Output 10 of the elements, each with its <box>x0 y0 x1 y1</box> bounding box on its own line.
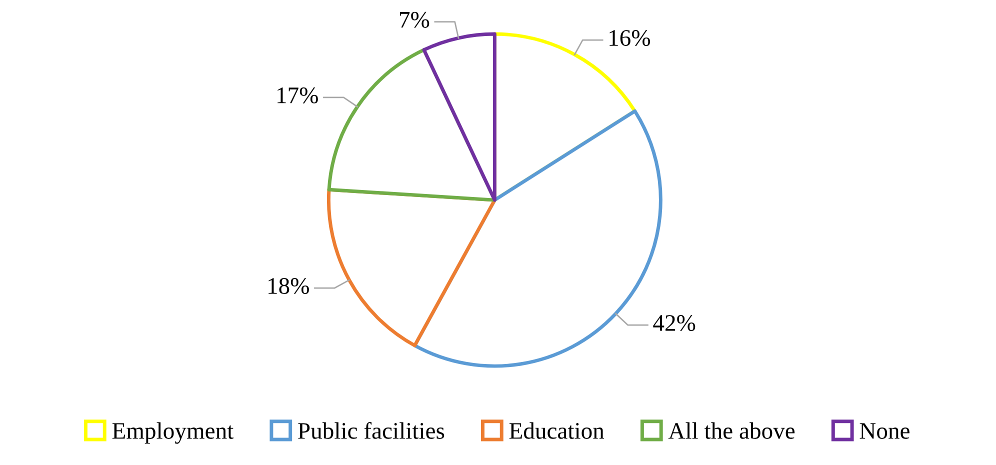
legend-label: Employment <box>112 422 234 444</box>
legend-label: All the above <box>668 422 795 439</box>
data-label: 18% <box>268 278 309 294</box>
data-label: 7% <box>400 12 430 28</box>
data-label: 42% <box>653 315 696 332</box>
data-label: 16% <box>610 30 650 46</box>
legend-label: None <box>860 423 910 439</box>
legend-label: Education <box>509 422 604 439</box>
data-label: 17% <box>278 87 318 104</box>
legend-label: Public facilities <box>298 422 444 439</box>
